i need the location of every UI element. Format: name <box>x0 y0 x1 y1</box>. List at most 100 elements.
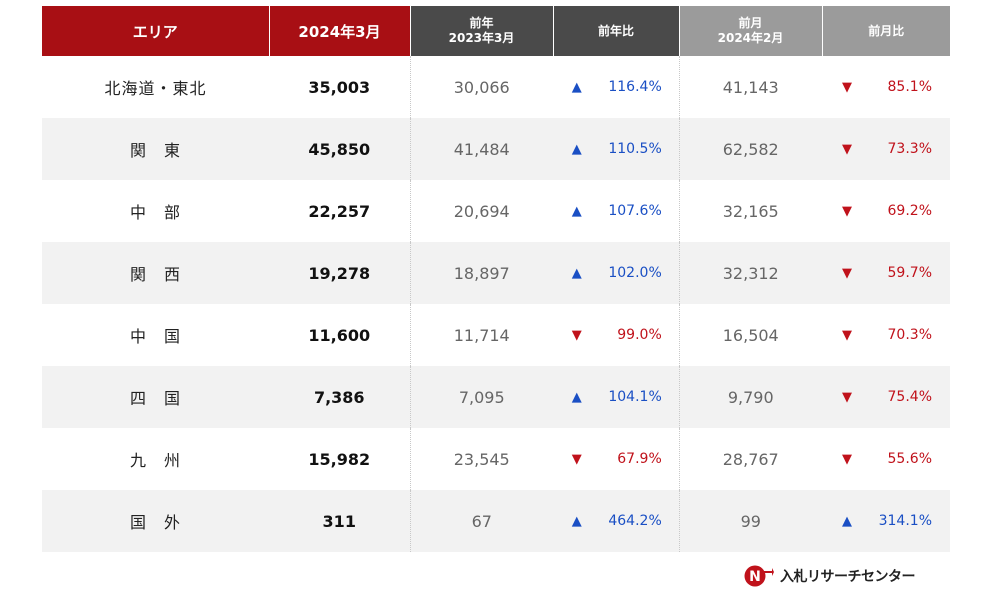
prev-year-cell: 20,694 <box>453 201 510 221</box>
mom-cell-value: 70.3% <box>887 327 932 344</box>
yoy-cell: ▲ 464.2% <box>553 490 680 552</box>
yoy-cell: ▼ 99.0% <box>553 304 680 366</box>
yoy-cell-inner: ▲ 116.4% <box>570 79 662 95</box>
mom-cell: ▼ 73.3% <box>822 118 950 180</box>
yoy-cell-value: 102.0% <box>608 265 662 282</box>
logo-mark-letter: N <box>749 569 761 585</box>
arrow-down-icon: ▼ <box>842 203 852 219</box>
arrow-down-icon: ▼ <box>571 451 582 467</box>
yoy-cell: ▲ 110.5% <box>553 118 680 180</box>
prev-month-cell: 32,312 <box>679 242 822 304</box>
yoy-cell-inner: ▼ 99.0% <box>570 327 662 343</box>
mom-cell-value: 75.4% <box>887 389 932 406</box>
prev-month-cell: 9,790 <box>679 366 822 428</box>
mom-cell-value: 59.7% <box>887 265 932 282</box>
mom-cell-inner: ▲ 314.1% <box>840 513 932 529</box>
current-cell: 15,982 <box>269 428 411 490</box>
arrow-up-icon: ▲ <box>571 389 582 405</box>
table-row: 関 西 19,278 18,897 ▲ 102.0% 32,312 ▼ 59.7% <box>42 242 950 304</box>
prev-year-cell: 41,484 <box>410 118 553 180</box>
table-row: 関 東 45,850 41,484 ▲ 110.5% 62,582 ▼ 73.3% <box>42 118 950 180</box>
header-prev-month-line1: 前月 <box>738 16 763 30</box>
yoy-cell-value: 99.0% <box>617 327 662 344</box>
area-cell: 四 国 <box>42 366 269 428</box>
mom-cell-inner: ▼ 69.2% <box>840 203 932 219</box>
current-cell: 311 <box>269 490 411 552</box>
prev-month-cell: 62,582 <box>679 118 822 180</box>
current-cell: 19,278 <box>269 242 411 304</box>
mom-cell: ▼ 85.1% <box>822 56 950 118</box>
company-logo: N 入札リサーチセンター <box>744 564 916 588</box>
table-body: 北海道・東北 35,003 30,066 ▲ 116.4% 41,143 ▼ 85.1% 関 東… <box>42 56 950 552</box>
current-cell: 22,257 <box>269 180 411 242</box>
arrow-down-icon: ▼ <box>842 327 852 343</box>
area-cell: 関 西 <box>42 242 269 304</box>
header-prev-year-line1: 前年 <box>469 16 494 30</box>
yoy-cell: ▼ 67.9% <box>553 428 680 490</box>
arrow-up-icon: ▲ <box>571 141 582 157</box>
table-row: 四 国 7,386 7,095 ▲ 104.1% 9,790 ▼ 75.4% <box>42 366 950 428</box>
yoy-cell-value: 464.2% <box>608 513 662 530</box>
yoy-cell-value: 104.1% <box>608 389 662 406</box>
mom-cell-inner: ▼ 70.3% <box>840 327 932 343</box>
area-cell: 北海道・東北 <box>104 79 207 98</box>
area-cell: 関 東 <box>42 118 269 180</box>
mom-cell: ▼ 75.4% <box>822 366 950 428</box>
arrow-up-icon: ▲ <box>571 513 582 529</box>
prev-month-cell: 28,767 <box>722 449 779 469</box>
header-prev-year: 前年 2023年3月 <box>409 6 553 56</box>
header-prev-month-line2: 2024年2月 <box>717 31 784 45</box>
mom-cell-value: 85.1% <box>887 79 932 96</box>
arrow-down-icon: ▼ <box>842 451 852 467</box>
header-prev-year-line2: 2023年3月 <box>448 31 515 45</box>
prev-year-cell: 67 <box>410 490 553 552</box>
arrow-down-icon: ▼ <box>571 327 582 343</box>
yoy-cell: ▲ 116.4% <box>553 56 680 118</box>
arrow-up-icon: ▲ <box>571 203 582 219</box>
mom-cell: ▼ 69.2% <box>822 180 950 242</box>
arrow-up-icon: ▲ <box>842 513 852 529</box>
prev-year-cell: 30,066 <box>453 77 510 97</box>
arrow-down-icon: ▼ <box>842 389 852 405</box>
table-container: エリア 2024年3月 前年 2023年3月 前年比 前月 2024年2月 前月… <box>42 6 950 552</box>
table-row: 九 州 15,982 23,545 ▼ 67.9% 28,767 ▼ 55.6% <box>42 428 950 490</box>
table-row: 中 部 22,257 20,694 ▲ 107.6% 32,165 ▼ 69.2% <box>42 180 950 242</box>
mom-cell-value: 73.3% <box>887 141 932 158</box>
arrow-down-icon: ▼ <box>842 79 852 95</box>
yoy-cell: ▲ 107.6% <box>553 180 680 242</box>
logo-text: 入札リサーチセンター <box>780 569 916 585</box>
prev-year-cell: 18,897 <box>410 242 553 304</box>
logo-mark-icon: N <box>744 565 774 587</box>
prev-month-cell: 41,143 <box>722 77 779 97</box>
arrow-down-icon: ▼ <box>842 265 852 281</box>
prev-month-cell: 32,165 <box>722 201 779 221</box>
yoy-cell-inner: ▲ 464.2% <box>570 513 662 529</box>
area-comparison-table: エリア 2024年3月 前年 2023年3月 前年比 前月 2024年2月 前月… <box>42 6 950 552</box>
prev-year-cell: 23,545 <box>453 449 510 469</box>
mom-cell-inner: ▼ 73.3% <box>840 141 932 157</box>
area-cell: 中 国 <box>129 327 181 346</box>
yoy-cell: ▲ 102.0% <box>553 242 680 304</box>
table-header-row: エリア 2024年3月 前年 2023年3月 前年比 前月 2024年2月 前月… <box>42 6 950 56</box>
prev-year-cell: 11,714 <box>453 325 510 345</box>
yoy-cell-value: 116.4% <box>608 79 662 96</box>
mom-cell: ▼ 70.3% <box>822 304 950 366</box>
yoy-cell-inner: ▲ 102.0% <box>570 265 662 281</box>
table-row: 国 外 311 67 ▲ 464.2% 99 ▲ 314.1% <box>42 490 950 552</box>
current-cell: 45,850 <box>269 118 411 180</box>
prev-month-cell: 99 <box>679 490 822 552</box>
arrow-up-icon: ▲ <box>571 265 582 281</box>
yoy-cell: ▲ 104.1% <box>553 366 680 428</box>
mom-cell-value: 55.6% <box>887 451 932 468</box>
mom-cell-inner: ▼ 75.4% <box>840 389 932 405</box>
yoy-cell-inner: ▼ 67.9% <box>570 451 662 467</box>
mom-cell: ▲ 314.1% <box>822 490 950 552</box>
mom-cell: ▼ 59.7% <box>822 242 950 304</box>
yoy-cell-value: 107.6% <box>608 203 662 220</box>
header-area: エリア <box>42 6 269 56</box>
header-mom: 前月比 <box>821 6 950 56</box>
mom-cell-inner: ▼ 55.6% <box>840 451 932 467</box>
mom-cell: ▼ 55.6% <box>822 428 950 490</box>
table-row: 中 国 11,600 11,714 ▼ 99.0% 16,504 ▼ 70.3% <box>42 304 950 366</box>
yoy-cell-inner: ▲ 110.5% <box>570 141 662 157</box>
